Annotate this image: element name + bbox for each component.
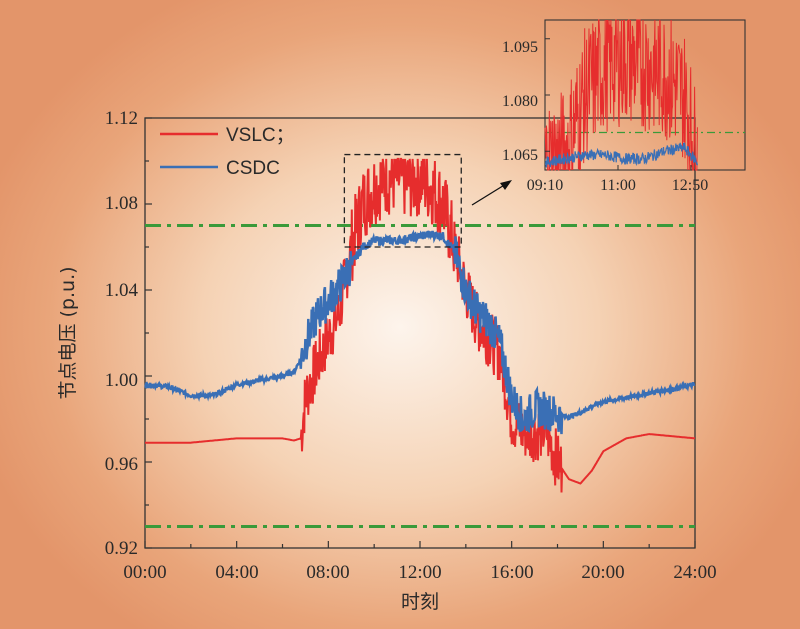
inset-series-csdc <box>544 142 698 168</box>
series-line-csdc <box>144 229 696 435</box>
x-tick-label: 04:00 <box>215 562 258 583</box>
y-tick-label: 1.04 <box>105 280 139 301</box>
x-axis-label: 时刻 <box>401 591 439 613</box>
inset-x-tick: 12:50 <box>672 177 708 194</box>
zoom-arrow-head <box>500 180 512 190</box>
x-tick-label: 24:00 <box>673 562 716 583</box>
inset-y-tick: 1.080 <box>502 93 538 110</box>
zoom-highlight-box <box>343 153 462 248</box>
legend: VSLC； CSDC <box>160 125 295 179</box>
y-axis: 0.92 0.96 1.00 1.04 1.08 1.12 <box>105 108 152 559</box>
y-axis-label: 节点电压 (p.u.) <box>57 266 79 399</box>
x-axis: 00:00 04:00 08:00 12:00 16:00 20:00 24:0… <box>123 541 717 583</box>
inset-x-tick: 11:00 <box>600 177 636 194</box>
x-tick-label: 16:00 <box>490 562 533 583</box>
inset-x-tick: 09:10 <box>527 177 563 194</box>
zoom-arrow <box>471 183 507 206</box>
x-tick-label: 00:00 <box>123 562 166 583</box>
series-line-vslc <box>145 157 695 493</box>
x-tick-label: 08:00 <box>306 562 349 583</box>
x-tick-label: 12:00 <box>398 562 441 583</box>
y-tick-label: 1.00 <box>105 370 138 391</box>
y-tick-label: 0.92 <box>105 538 138 559</box>
inset-y-tick: 1.095 <box>502 39 538 56</box>
legend-label-csdc: CSDC <box>226 158 280 179</box>
y-tick-label: 0.96 <box>105 454 138 475</box>
inset-chart: 1.065 1.080 1.095 09:10 11:00 12:50 <box>502 19 746 194</box>
y-tick-label: 1.08 <box>105 193 138 214</box>
inset-y-tick: 1.065 <box>502 147 538 164</box>
x-tick-label: 20:00 <box>581 562 624 583</box>
y-tick-label: 1.12 <box>105 108 138 129</box>
inset-series-vslc <box>544 19 698 171</box>
legend-label-vslc: VSLC； <box>226 125 295 146</box>
